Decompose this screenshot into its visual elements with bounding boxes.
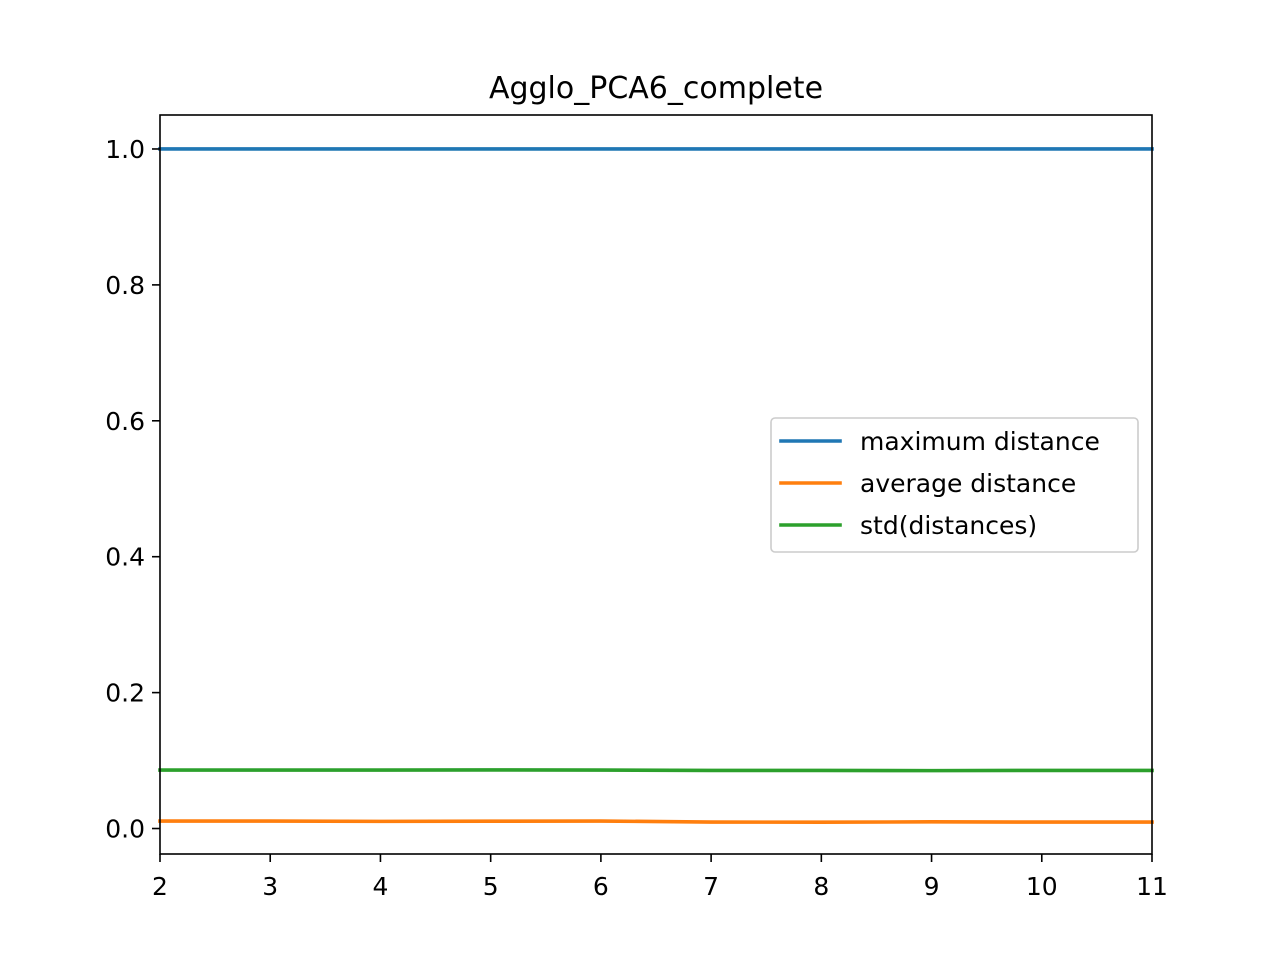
y-tick-label: 0.8 [105,271,145,300]
y-tick-label: 0.4 [105,543,145,572]
plot-series-group [158,147,1154,825]
x-tick-label: 6 [593,872,609,901]
x-tick-label: 10 [1026,872,1058,901]
x-tick-label: 2 [152,872,168,901]
x-axis: 2 3 4 5 6 7 8 9 10 11 [152,854,1168,901]
series-line-2 [158,819,1154,825]
x-tick-label: 8 [813,872,829,901]
legend-label: std(distances) [860,511,1037,540]
x-tick-label: 7 [703,872,719,901]
y-axis: 0.0 0.2 0.4 0.6 0.8 1.0 [105,135,160,844]
legend-box [770,417,1139,553]
x-tick-label: 4 [372,872,388,901]
x-tick-label: 11 [1136,872,1168,901]
x-tick-label: 3 [262,872,278,901]
y-tick-label: 0.0 [105,815,145,844]
y-tick-label: 0.2 [105,679,145,708]
plot-frame [159,114,1153,855]
y-tick-label: 1.0 [105,135,145,164]
x-tick-label: 5 [483,872,499,901]
legend-label: average distance [860,469,1076,498]
legend-label: maximum distance [860,427,1100,456]
series-line-3 [158,768,1154,773]
x-tick-label: 9 [924,872,940,901]
y-tick-label: 0.6 [105,407,145,436]
chart-title: Agglo_PCA6_complete [489,71,823,106]
legend: maximum distance average distance std(dist… [770,417,1139,553]
